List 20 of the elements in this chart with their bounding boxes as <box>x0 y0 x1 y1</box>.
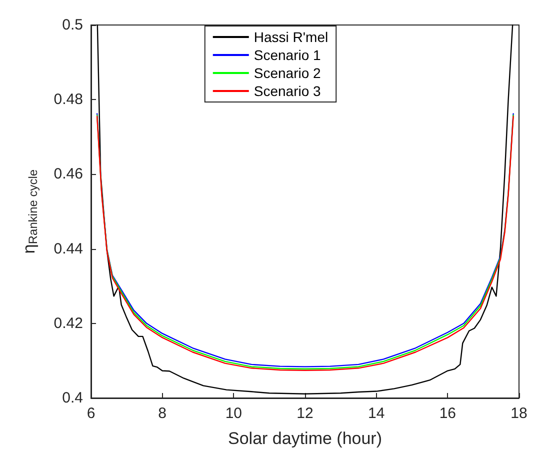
y-axis-title: ηRankine cycle <box>20 169 40 254</box>
legend-label: Scenario 1 <box>254 47 322 63</box>
legend-label: Scenario 3 <box>254 83 322 99</box>
x-tick-label: 18 <box>510 405 528 422</box>
x-tick-label: 16 <box>439 405 456 422</box>
y-tick-label: 0.46 <box>54 166 83 183</box>
legend-label: Scenario 2 <box>254 65 322 81</box>
legend-label: Hassi R'mel <box>254 29 328 45</box>
y-tick-label: 0.48 <box>54 91 83 108</box>
x-tick-label: 10 <box>225 405 242 422</box>
x-tick-label: 8 <box>158 405 167 422</box>
y-tick-label: 0.4 <box>62 390 83 406</box>
x-tick-label: 14 <box>368 405 385 422</box>
x-tick-label: 12 <box>296 405 314 422</box>
x-tick-label: 6 <box>86 405 96 422</box>
x-axis-title: Solar daytime (hour) <box>228 429 382 448</box>
y-tick-label: 0.42 <box>54 314 83 332</box>
line-series <box>96 24 514 394</box>
y-tick-label: 0.44 <box>54 240 83 258</box>
y-tick-label: 0.5 <box>62 16 83 34</box>
